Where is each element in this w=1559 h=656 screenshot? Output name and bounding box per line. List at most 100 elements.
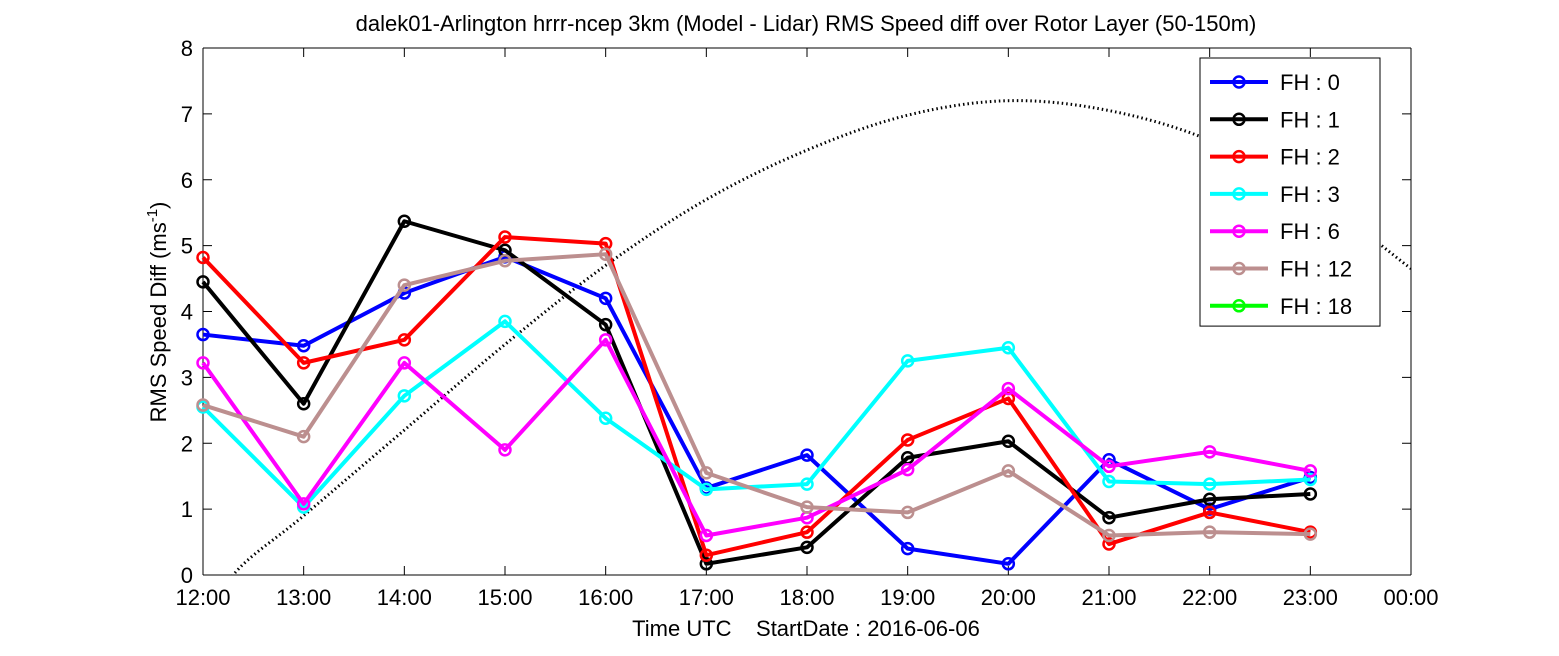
data-point	[397, 356, 412, 370]
legend-swatch-marker	[1232, 299, 1246, 313]
data-point	[900, 433, 915, 447]
y-axis-label-superscript: -1	[144, 209, 161, 222]
data-point	[196, 356, 210, 370]
y-tick-label: 8	[181, 36, 193, 61]
series-layer	[196, 214, 1318, 571]
x-axis-ticks: 12:00 13:00 14:00 15:00 16:00 17:00 18:00 19:00…	[175, 48, 1439, 610]
x-tick-label: 21:00	[1081, 585, 1136, 610]
data-point	[296, 356, 311, 370]
data-point	[699, 548, 714, 562]
y-tick-label: 3	[181, 365, 193, 390]
y-axis-label-close: )	[146, 202, 171, 209]
x-tick-label: 12:00	[175, 585, 230, 610]
data-point	[598, 291, 613, 306]
data-point	[397, 333, 412, 347]
series-group	[196, 250, 1318, 571]
legend-entry-label: FH : 12	[1280, 257, 1352, 282]
y-axis-label-main: RMS Speed Diff (ms	[146, 222, 171, 422]
series-line	[201, 319, 1311, 510]
data-point	[397, 278, 412, 292]
x-tick-label: 18:00	[779, 585, 834, 610]
data-point	[196, 398, 210, 412]
y-tick-label: 4	[181, 300, 193, 325]
x-tick-label: 19:00	[880, 585, 935, 610]
series-group	[196, 214, 1318, 571]
legend-swatch-marker	[1232, 112, 1246, 127]
series-line	[202, 252, 1311, 538]
data-point	[900, 541, 915, 556]
data-point	[296, 396, 311, 411]
legend-entry-label: FH : 6	[1280, 219, 1340, 244]
x-tick-label: 00:00	[1383, 585, 1438, 610]
data-point	[196, 250, 210, 265]
series-line	[201, 219, 1311, 566]
data-point	[1001, 557, 1016, 571]
data-point	[800, 477, 814, 491]
series-line	[202, 254, 1311, 566]
x-tick-label: 23:00	[1283, 585, 1338, 610]
legend-swatch-marker	[1232, 261, 1246, 276]
data-point	[800, 540, 814, 555]
data-point	[498, 443, 512, 457]
legend-swatch-marker	[1232, 75, 1246, 89]
y-tick-label: 7	[181, 102, 193, 127]
y-axis-ticks: 0 1 2 3 4 5 6 7 8	[181, 36, 1411, 588]
legend-entry-label: FH : 0	[1280, 70, 1340, 95]
series-line	[201, 337, 1311, 538]
data-point	[1102, 528, 1116, 543]
data-point	[699, 482, 714, 497]
data-point	[699, 528, 714, 543]
data-point	[1303, 472, 1318, 487]
data-point	[1102, 537, 1116, 551]
data-point	[1202, 525, 1217, 539]
data-point	[296, 497, 311, 511]
x-tick-label: 20:00	[981, 585, 1036, 610]
x-tick-label: 16:00	[578, 585, 633, 610]
data-point	[1001, 340, 1016, 355]
y-axis-label: RMS Speed Diff (ms-1)	[144, 202, 171, 423]
data-point	[699, 466, 714, 480]
data-point	[1202, 477, 1217, 491]
x-tick-label: 14:00	[377, 585, 432, 610]
y-tick-label: 0	[181, 563, 193, 588]
series-line	[201, 235, 1311, 558]
data-point	[498, 314, 512, 329]
x-tick-label: 22:00	[1182, 585, 1237, 610]
data-point	[598, 411, 613, 425]
data-point	[598, 247, 613, 261]
legend-swatch-marker	[1232, 187, 1246, 201]
data-point	[1102, 459, 1116, 474]
data-point	[397, 214, 412, 229]
legend-entry-label: FH : 3	[1280, 182, 1340, 207]
y-tick-label: 2	[181, 431, 193, 456]
data-point	[900, 354, 915, 368]
data-point	[1001, 381, 1016, 396]
x-tick-label: 13:00	[276, 585, 331, 610]
data-point	[800, 500, 814, 514]
data-point	[397, 389, 412, 403]
data-point	[1202, 445, 1217, 459]
data-point	[1102, 474, 1116, 489]
series-group	[196, 230, 1318, 562]
data-point	[1102, 510, 1116, 525]
data-point	[800, 448, 814, 462]
data-point	[900, 462, 915, 477]
legend-entry-label: FH : 2	[1280, 145, 1340, 170]
data-point	[296, 339, 311, 353]
y-tick-label: 5	[181, 234, 193, 259]
data-point	[498, 254, 512, 268]
data-point	[196, 275, 210, 289]
x-axis-label: Time UTC StartDate : 2016-06-06	[632, 616, 980, 641]
data-point	[1202, 492, 1217, 506]
y-tick-label: 6	[181, 168, 193, 193]
x-tick-label: 17:00	[679, 585, 734, 610]
data-point	[598, 333, 613, 347]
legend-entry-label: FH : 1	[1280, 107, 1340, 132]
legend-swatch-marker	[1232, 149, 1246, 164]
data-point	[1303, 487, 1318, 501]
data-point	[1303, 527, 1318, 541]
data-point	[1202, 505, 1217, 520]
data-point	[800, 525, 814, 539]
data-point	[1303, 464, 1318, 478]
